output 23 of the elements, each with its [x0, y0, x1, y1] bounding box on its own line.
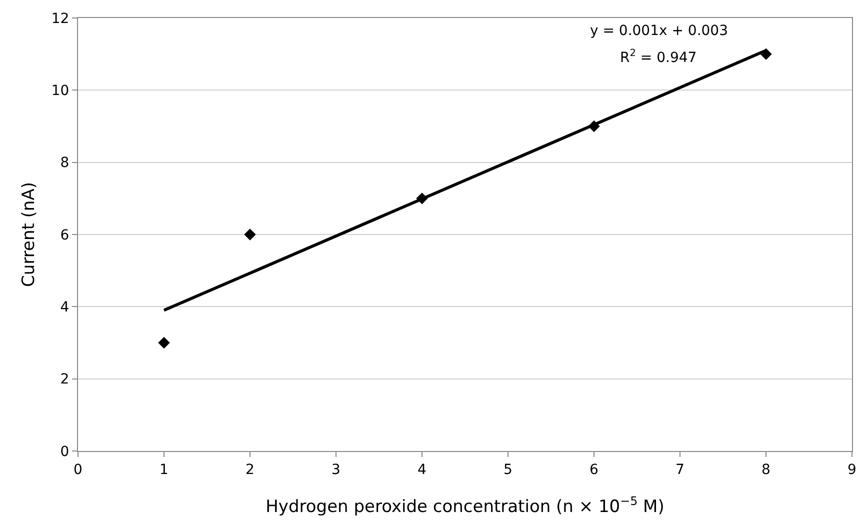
x-tick-label: 1 [160, 462, 168, 478]
y-tick-label: 0 [60, 444, 70, 460]
x-tick-label: 3 [332, 462, 340, 478]
point [158, 336, 170, 349]
y-axis-title: Current (nA) [19, 182, 39, 287]
x-tick-label: 8 [762, 462, 770, 478]
y-tick-label: 2 [60, 372, 70, 388]
point [244, 228, 256, 240]
x-tick-label: 9 [848, 462, 856, 478]
x-tick-label: 6 [590, 462, 599, 478]
y-tick-label: 12 [51, 10, 70, 27]
y-tick-label: 10 [51, 83, 70, 100]
x-tick-label: 4 [418, 462, 427, 478]
y-tick-label: 8 [60, 155, 70, 172]
annotation: y = 0.001x + 0.003 [590, 23, 728, 39]
y-tick-label: 4 [60, 300, 70, 316]
y-tick-label: 6 [60, 227, 70, 244]
x-tick-label: 7 [676, 462, 684, 478]
x-tick-label: 5 [504, 462, 512, 478]
x-axis-title: Hydrogen peroxide concentration (n × 10$^{−5}$ M) [266, 494, 664, 517]
x-tick-label: 2 [246, 462, 254, 478]
x-tick-label: 0 [74, 462, 82, 478]
annotation: R$^{2}$ = 0.947 [620, 48, 697, 66]
